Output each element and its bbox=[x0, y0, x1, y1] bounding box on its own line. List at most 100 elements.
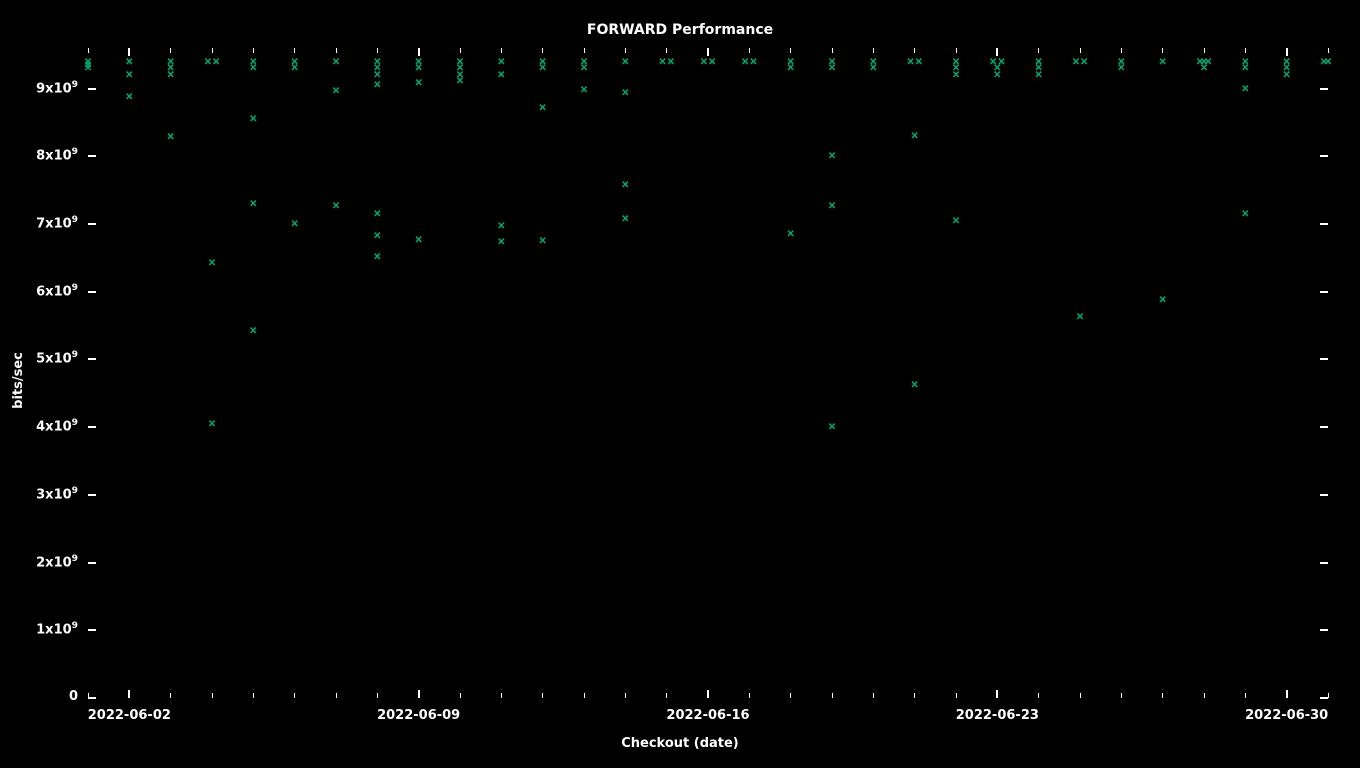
xtick-minor bbox=[666, 693, 667, 698]
ytick-label: 1x109 bbox=[36, 621, 78, 637]
xtick-minor bbox=[170, 693, 171, 698]
ytick-label: 4x109 bbox=[36, 418, 78, 434]
xtick-label: 2022-06-16 bbox=[666, 708, 749, 723]
xtick-minor bbox=[253, 48, 254, 53]
ytick-mark bbox=[88, 697, 96, 699]
xtick-minor bbox=[294, 693, 295, 698]
ytick-mark bbox=[88, 629, 96, 631]
xtick-mark bbox=[128, 690, 130, 698]
xtick-minor bbox=[1162, 693, 1163, 698]
ytick-label: 5x109 bbox=[36, 350, 78, 366]
xtick-minor bbox=[749, 48, 750, 53]
xtick-minor bbox=[832, 693, 833, 698]
xtick-mark bbox=[418, 690, 420, 698]
plot-area bbox=[88, 48, 1328, 698]
ytick-mark bbox=[88, 358, 96, 360]
y-axis-label: bits/sec bbox=[11, 352, 26, 409]
xtick-label: 2022-06-23 bbox=[956, 708, 1039, 723]
xtick-minor bbox=[377, 693, 378, 698]
xtick-minor bbox=[336, 48, 337, 53]
xtick-label: 2022-06-30 bbox=[1245, 708, 1328, 723]
xtick-minor bbox=[1245, 48, 1246, 53]
xtick-mark bbox=[1286, 48, 1288, 56]
xtick-minor bbox=[1121, 693, 1122, 698]
xtick-minor bbox=[1204, 693, 1205, 698]
xtick-minor bbox=[873, 693, 874, 698]
xtick-minor bbox=[88, 48, 89, 53]
xtick-minor bbox=[542, 48, 543, 53]
xtick-minor bbox=[170, 48, 171, 53]
xtick-minor bbox=[1038, 693, 1039, 698]
ytick-mark bbox=[1320, 88, 1328, 90]
xtick-minor bbox=[790, 48, 791, 53]
xtick-minor bbox=[584, 48, 585, 53]
ytick-mark bbox=[1320, 223, 1328, 225]
ytick-mark bbox=[88, 562, 96, 564]
ytick-mark bbox=[1320, 426, 1328, 428]
xtick-minor bbox=[873, 48, 874, 53]
xtick-minor bbox=[625, 693, 626, 698]
ytick-label: 6x109 bbox=[36, 283, 78, 299]
ytick-mark bbox=[88, 155, 96, 157]
ytick-mark bbox=[88, 291, 96, 293]
xtick-minor bbox=[1038, 48, 1039, 53]
xtick-minor bbox=[501, 693, 502, 698]
xtick-mark bbox=[996, 690, 998, 698]
ytick-mark bbox=[88, 88, 96, 90]
xtick-minor bbox=[212, 48, 213, 53]
ytick-mark bbox=[88, 223, 96, 225]
xtick-minor bbox=[625, 48, 626, 53]
xtick-minor bbox=[460, 693, 461, 698]
ytick-mark bbox=[1320, 155, 1328, 157]
ytick-label: 3x109 bbox=[36, 486, 78, 502]
xtick-mark bbox=[418, 48, 420, 56]
xtick-mark bbox=[707, 690, 709, 698]
xtick-label: 2022-06-09 bbox=[377, 708, 460, 723]
ytick-label: 7x109 bbox=[36, 215, 78, 231]
xtick-minor bbox=[749, 693, 750, 698]
xtick-minor bbox=[212, 693, 213, 698]
xtick-minor bbox=[914, 693, 915, 698]
xtick-minor bbox=[1204, 48, 1205, 53]
xtick-minor bbox=[832, 48, 833, 53]
xtick-minor bbox=[956, 693, 957, 698]
xtick-minor bbox=[1328, 48, 1329, 53]
x-axis-label: Checkout (date) bbox=[0, 736, 1360, 751]
xtick-minor bbox=[1121, 48, 1122, 53]
xtick-minor bbox=[666, 48, 667, 53]
xtick-minor bbox=[1328, 693, 1329, 698]
xtick-minor bbox=[790, 693, 791, 698]
ytick-mark bbox=[1320, 494, 1328, 496]
ytick-label: 0 bbox=[69, 689, 78, 704]
ytick-label: 8x109 bbox=[36, 147, 78, 163]
ytick-mark bbox=[88, 426, 96, 428]
xtick-minor bbox=[914, 48, 915, 53]
xtick-minor bbox=[1080, 48, 1081, 53]
ytick-label: 2x109 bbox=[36, 554, 78, 570]
ytick-label: 9x109 bbox=[36, 80, 78, 96]
xtick-minor bbox=[1080, 693, 1081, 698]
xtick-mark bbox=[128, 48, 130, 56]
chart-title: FORWARD Performance bbox=[0, 22, 1360, 38]
xtick-mark bbox=[996, 48, 998, 56]
ytick-mark bbox=[1320, 629, 1328, 631]
xtick-minor bbox=[253, 693, 254, 698]
xtick-minor bbox=[584, 693, 585, 698]
ytick-mark bbox=[1320, 358, 1328, 360]
xtick-mark bbox=[1286, 690, 1288, 698]
ytick-mark bbox=[1320, 291, 1328, 293]
xtick-minor bbox=[542, 693, 543, 698]
xtick-minor bbox=[377, 48, 378, 53]
xtick-minor bbox=[1162, 48, 1163, 53]
xtick-minor bbox=[460, 48, 461, 53]
xtick-minor bbox=[501, 48, 502, 53]
xtick-minor bbox=[336, 693, 337, 698]
ytick-mark bbox=[1320, 562, 1328, 564]
xtick-mark bbox=[707, 48, 709, 56]
xtick-minor bbox=[88, 693, 89, 698]
xtick-minor bbox=[294, 48, 295, 53]
ytick-mark bbox=[88, 494, 96, 496]
chart-container: FORWARD Performance bits/sec Checkout (d… bbox=[0, 0, 1360, 768]
xtick-minor bbox=[956, 48, 957, 53]
xtick-minor bbox=[1245, 693, 1246, 698]
